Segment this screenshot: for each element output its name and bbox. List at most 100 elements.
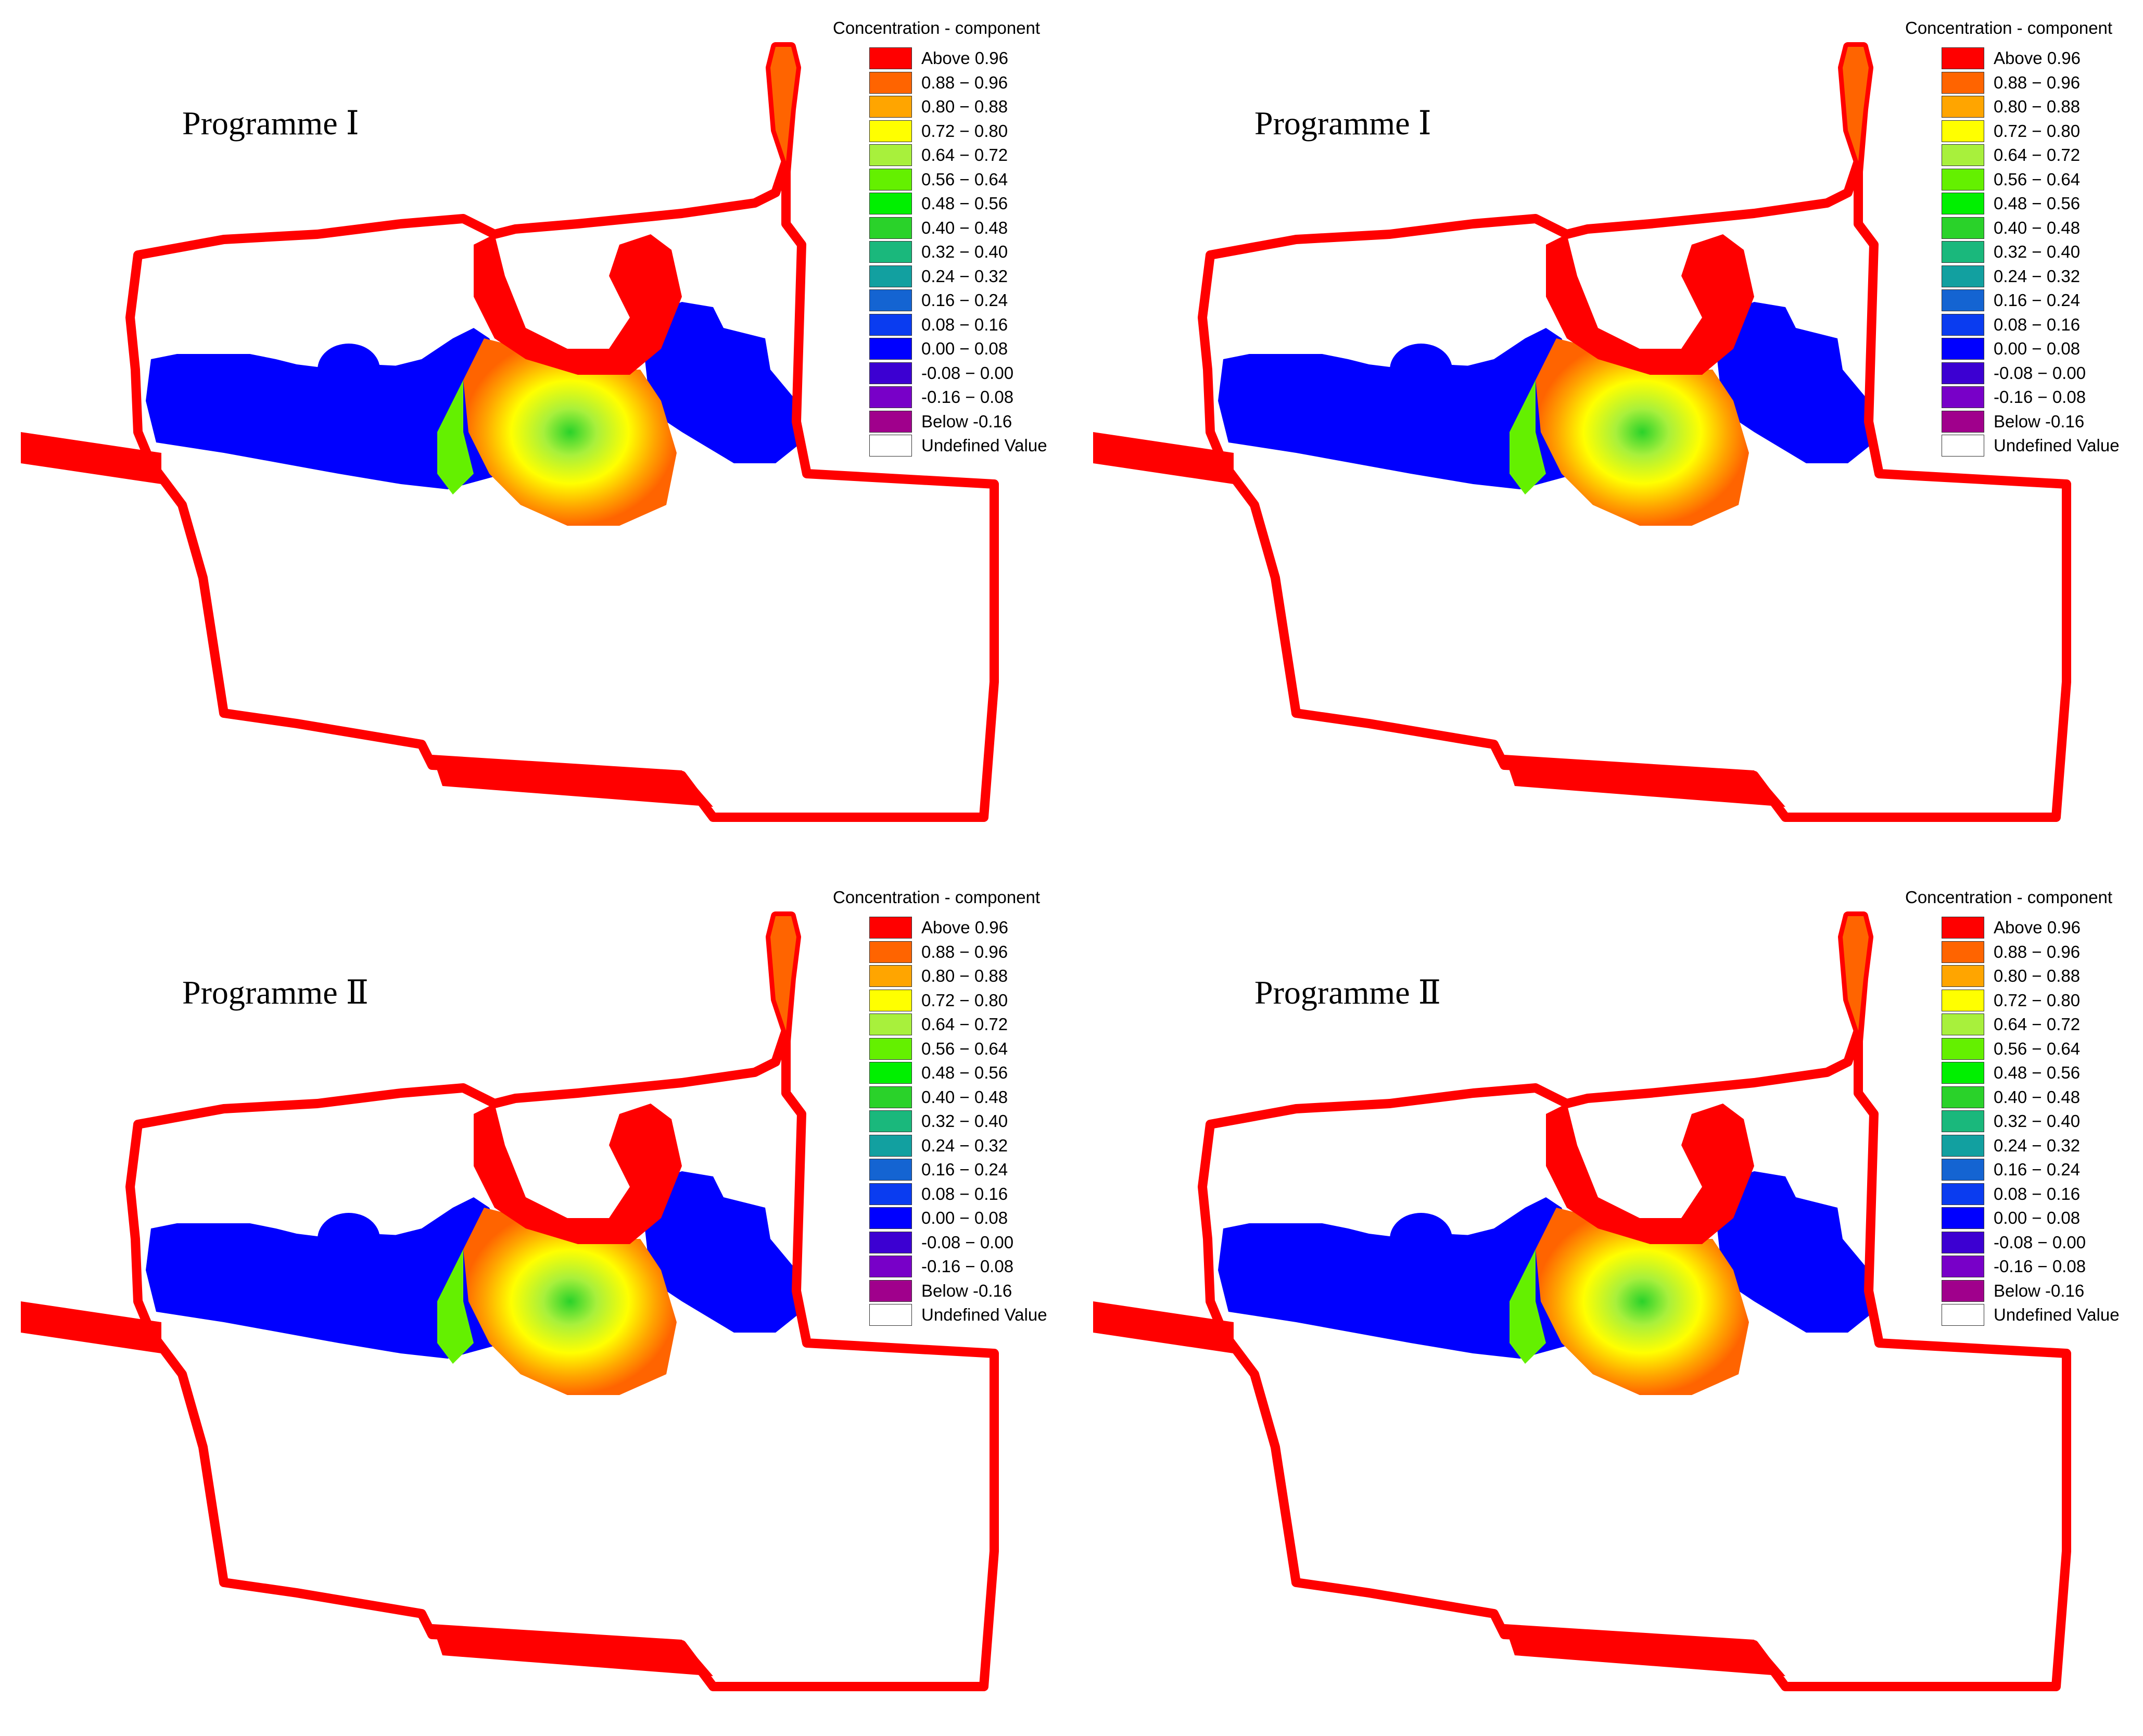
legend-item: 0.24 − 0.32 [833,264,1062,289]
legend-item: -0.16 − 0.08 [1905,1255,2134,1279]
legend-item: 0.48 − 0.56 [833,192,1062,216]
legend-swatch [869,338,912,360]
legend-item: 0.00 − 0.08 [1905,1206,2134,1231]
legend-swatch [869,362,912,384]
legend: Concentration - component Above 0.96 0.88… [833,888,1062,1327]
legend-label: 0.88 − 0.96 [921,942,1008,961]
legend-label: -0.16 − 0.08 [921,387,1014,407]
legend-item: 0.32 − 0.40 [833,240,1062,264]
legend-label: Above 0.96 [921,918,1008,937]
legend-item: 0.00 − 0.08 [1905,337,2134,361]
legend-label: 0.32 − 0.40 [1994,1111,2081,1131]
legend-swatch [1942,1231,1984,1253]
legend-item: 0.80 − 0.88 [1905,95,2134,119]
legend-label: -0.16 − 0.08 [921,1257,1014,1276]
legend-swatch [869,313,912,336]
legend-label: 0.24 − 0.32 [921,1135,1008,1155]
legend: Concentration - component Above 0.96 0.88… [1905,888,2134,1327]
legend-swatch [1942,989,1984,1011]
legend-item: 0.80 − 0.88 [833,964,1062,989]
legend-swatch [1942,1062,1984,1084]
legend-label: 0.40 − 0.48 [921,218,1008,237]
legend-swatch [1942,217,1984,239]
legend-label: 0.00 − 0.08 [1994,339,2081,359]
legend-item: -0.16 − 0.08 [1905,385,2134,410]
legend-swatch [1942,241,1984,263]
legend-item: 0.24 − 0.32 [1905,1134,2134,1158]
legend-swatch [869,941,912,963]
legend-swatch [1942,362,1984,384]
legend-swatch [869,1159,912,1181]
legend-label: 0.88 − 0.96 [921,72,1008,92]
legend-label: Undefined Value [1994,1305,2120,1325]
panel-programme-1b: Programme Ⅰ Concentration - component Ab… [1077,5,2134,859]
legend-title: Concentration - component [833,18,1041,37]
legend-swatch [869,47,912,70]
legend-item: -0.08 − 0.00 [1905,361,2134,386]
legend-label: -0.08 − 0.00 [921,363,1014,383]
legend-item: 0.40 − 0.48 [1905,1085,2134,1110]
panel-title: Programme Ⅰ [1254,105,1431,142]
legend-item: 0.56 − 0.64 [833,168,1062,192]
legend-label: 0.80 − 0.88 [1994,97,2081,117]
legend-label: 0.48 − 0.56 [921,1063,1008,1083]
legend-item: Undefined Value [833,1303,1062,1327]
legend-label: 0.40 − 0.48 [1994,1087,2081,1107]
legend-label: 0.08 − 0.16 [921,1184,1008,1203]
legend-item: 0.56 − 0.64 [1905,168,2134,192]
legend-swatch [1942,1013,1984,1036]
legend-swatch [1942,1110,1984,1133]
legend-swatch [1942,289,1984,312]
legend-item: Below -0.16 [833,1279,1062,1303]
legend-label: Below -0.16 [1994,411,2085,431]
legend-rows: Above 0.96 0.88 − 0.96 0.80 − 0.88 0.72 − 0… [1905,46,2134,458]
legend-label: 0.88 − 0.96 [1994,72,2081,92]
legend-item: 0.16 − 0.24 [833,288,1062,313]
legend-swatch [869,120,912,142]
legend-swatch [1942,71,1984,94]
legend-label: 0.56 − 0.64 [921,169,1008,189]
legend-label: 0.00 − 0.08 [1994,1208,2081,1228]
panel-title: Programme Ⅱ [182,974,369,1011]
legend-swatch [1942,265,1984,287]
legend-swatch [1942,1086,1984,1108]
legend: Concentration - component Above 0.96 0.88… [833,18,1062,458]
legend-label: 0.48 − 0.56 [1994,1063,2081,1083]
panel-programme-2a: Programme Ⅱ Concentration - component Ab… [5,875,1062,1728]
panel-title: Programme Ⅱ [1254,974,1441,1011]
legend-swatch [869,1062,912,1084]
legend-item: 0.08 − 0.16 [833,1182,1062,1207]
legend-swatch [1942,1183,1984,1205]
legend-label: 0.64 − 0.72 [921,145,1008,165]
legend-label: Above 0.96 [921,48,1008,68]
legend-item: 0.88 − 0.96 [1905,71,2134,95]
legend-rows: Above 0.96 0.88 − 0.96 0.80 − 0.88 0.72 − 0… [833,916,1062,1327]
legend-swatch [869,1279,912,1302]
legend-label: 0.80 − 0.88 [921,966,1008,986]
legend-swatch [1942,386,1984,409]
legend-item: 0.72 − 0.80 [1905,119,2134,144]
legend-label: Below -0.16 [921,1281,1012,1300]
legend-item: Below -0.16 [1905,410,2134,434]
legend-label: 0.24 − 0.32 [1994,266,2081,286]
legend-swatch [869,96,912,118]
legend-item: 0.16 − 0.24 [1905,288,2134,313]
panel-programme-2b: Programme Ⅱ Concentration - component Ab… [1077,875,2134,1728]
legend-swatch [869,435,912,457]
legend-item: 0.72 − 0.80 [833,989,1062,1013]
legend-item: 0.56 − 0.64 [1905,1037,2134,1061]
legend-item: 0.00 − 0.08 [833,337,1062,361]
legend-item: 0.88 − 0.96 [1905,940,2134,965]
legend-swatch [1942,1134,1984,1157]
legend-item: 0.32 − 0.40 [1905,240,2134,264]
panel-title: Programme Ⅰ [182,105,359,142]
legend-swatch [1942,193,1984,215]
legend-label: 0.24 − 0.32 [1994,1135,2081,1155]
legend-swatch [869,193,912,215]
legend-label: 0.08 − 0.16 [921,314,1008,334]
legend-item: Above 0.96 [1905,916,2134,940]
legend-label: -0.08 − 0.00 [921,1232,1014,1252]
legend-swatch [869,217,912,239]
legend-label: 0.72 − 0.80 [1994,990,2081,1010]
legend-label: Undefined Value [1994,436,2120,455]
